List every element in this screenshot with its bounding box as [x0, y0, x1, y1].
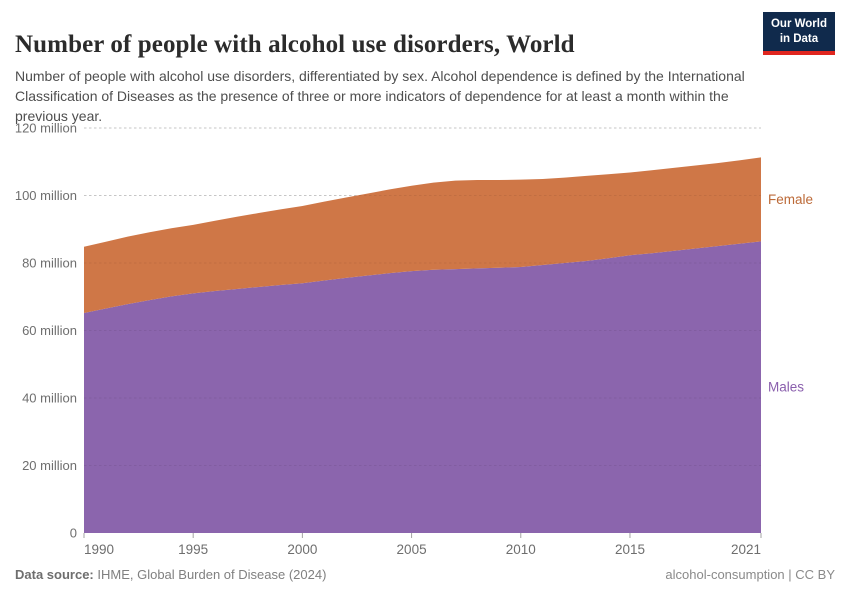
x-axis-tick-label: 1990: [84, 542, 114, 557]
data-source: Data source: IHME, Global Burden of Dise…: [15, 567, 326, 582]
data-source-text: IHME, Global Burden of Disease (2024): [93, 567, 327, 582]
stacked-area-chart: 0 20 million 40 million 60 million 80 millio…: [15, 121, 813, 558]
x-axis-tick-label: 2005: [397, 542, 427, 557]
page-title: Number of people with alcohol use disord…: [15, 30, 575, 58]
x-axis-tick-label: 2015: [615, 542, 645, 557]
data-source-label: Data source:: [15, 567, 94, 582]
y-axis-tick-label: 120 million: [15, 121, 77, 136]
y-axis-tick-label: 0: [70, 526, 77, 541]
chart-subtitle: Number of people with alcohol use disord…: [15, 68, 745, 124]
license-credit[interactable]: alcohol-consumption | CC BY: [665, 567, 835, 582]
owid-logo-line1: Our World: [770, 18, 827, 30]
x-axis-tick-label: 2021: [731, 542, 761, 557]
area-female[interactable]: [84, 157, 761, 313]
area-males[interactable]: [84, 241, 761, 533]
y-axis-tick-label: 80 million: [22, 256, 77, 271]
y-axis-tick-label: 60 million: [22, 323, 77, 338]
x-axis-tick-label: 2000: [287, 542, 317, 557]
y-axis-tick-label: 40 million: [22, 391, 77, 406]
legend-label-males[interactable]: Males: [768, 380, 804, 395]
y-axis-tick-label: 20 million: [22, 458, 77, 473]
owid-logo-line2: in Data: [779, 32, 819, 45]
owid-logo[interactable]: Our World in Data: [762, 12, 835, 55]
chart-footer: Data source: IHME, Global Burden of Dise…: [15, 567, 835, 582]
legend-label-female[interactable]: Female: [768, 192, 813, 207]
y-axis-tick-label: 100 million: [15, 188, 77, 203]
x-axis-tick-label: 2010: [506, 542, 536, 557]
x-axis-tick-label: 1995: [178, 542, 208, 557]
